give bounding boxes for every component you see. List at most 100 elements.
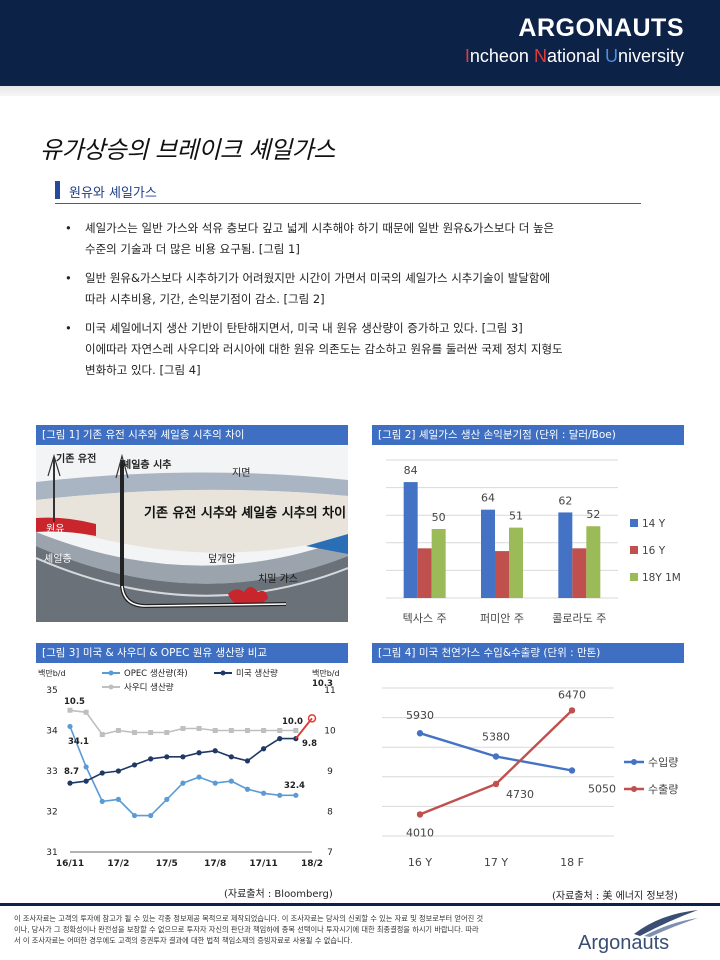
point-marker xyxy=(115,768,121,774)
figure-2-title: [그림 2] 셰일가스 생산 손익분기점 (단위 : 달러/Boe) xyxy=(372,425,684,445)
bar xyxy=(586,526,601,598)
legend-marker xyxy=(108,684,114,690)
bar xyxy=(431,529,446,598)
point-marker xyxy=(67,707,73,713)
bullet-item: 미국 셰일에너지 생산 기반이 탄탄해지면서, 미국 내 원유 생산량이 증가하… xyxy=(63,318,653,381)
value-annotation: 10.0 xyxy=(282,717,303,727)
value-annotation: 9.8 xyxy=(302,739,317,749)
university-name: Incheon National University xyxy=(464,46,684,66)
bullet-line: 변화하고 있다. [그림 4] xyxy=(85,363,201,377)
legend-swatch xyxy=(630,573,638,581)
point-marker xyxy=(492,780,500,788)
data-label: 84 xyxy=(404,464,418,477)
figure-1-illustration: 기존 유전 셰일층 시추 지면 기존 유전 시추와 셰일층 시추의 차이 원유 … xyxy=(36,446,348,622)
category-label: 퍼미안 주 xyxy=(480,612,524,625)
bar xyxy=(403,482,418,598)
right-tick-label: 8 xyxy=(327,808,333,818)
point-marker xyxy=(212,780,218,786)
point-marker xyxy=(180,754,186,760)
value-annotation: 32.4 xyxy=(284,781,305,791)
bar xyxy=(495,551,509,598)
right-axis-unit: 백만b/d xyxy=(312,668,340,678)
point-marker xyxy=(131,812,138,819)
point-marker xyxy=(164,796,170,802)
legend-label: 18Y 1M xyxy=(642,572,681,584)
point-marker xyxy=(83,764,89,770)
value-annotation: 10.3 xyxy=(312,679,333,689)
point-marker xyxy=(164,754,170,760)
x-tick-label: 17/11 xyxy=(249,859,277,869)
x-tick-label: 17/2 xyxy=(107,859,129,869)
data-label: 4730 xyxy=(506,788,534,801)
point-marker xyxy=(132,730,138,736)
figure-1-title: [그림 1] 기존 유전 시추와 셰일층 시추의 차이 xyxy=(36,425,348,445)
series-line xyxy=(69,717,313,784)
point-marker xyxy=(277,728,283,733)
point-marker xyxy=(83,778,89,784)
left-tick-label: 35 xyxy=(46,686,57,696)
value-annotation: 8.7 xyxy=(64,767,79,777)
point-marker xyxy=(115,728,121,733)
value-annotation: 34.1 xyxy=(68,737,89,747)
data-label: 52 xyxy=(586,508,600,521)
legend-marker xyxy=(631,786,637,792)
point-marker xyxy=(212,748,218,754)
tight-gas-pocket xyxy=(228,587,268,605)
footer-divider xyxy=(0,903,720,906)
point-marker xyxy=(416,811,424,818)
footer-logo: Argonauts xyxy=(578,932,670,954)
point-marker xyxy=(261,790,267,796)
section-heading: 원유와 셰일가스 xyxy=(55,178,641,204)
bar xyxy=(558,512,573,598)
label-conventional-well: 기존 유전 xyxy=(56,454,97,465)
disclaimer: 이 조사자료는 고객의 투자에 참고가 될 수 있는 각종 정보제공 목적으로 … xyxy=(14,913,574,946)
legend-label: 14 Y xyxy=(642,518,666,530)
ground-surface xyxy=(36,472,348,500)
page-title: 유가상승의 브레이크 셰일가스 xyxy=(40,136,335,164)
diagram-caption: 기존 유전 시추와 셰일층 시추의 차이 xyxy=(144,506,347,521)
x-tick-label: 18/2 xyxy=(301,859,323,869)
point-marker xyxy=(416,730,424,737)
left-tick-label: 33 xyxy=(46,767,57,777)
right-tick-label: 10 xyxy=(324,727,336,737)
point-marker xyxy=(99,732,105,738)
legend-label: 수입량 xyxy=(648,756,678,769)
left-tick-label: 32 xyxy=(46,808,57,818)
oil-layer xyxy=(36,517,96,536)
x-tick-label: 17/8 xyxy=(204,859,226,869)
point-marker xyxy=(277,736,283,742)
data-label: 5930 xyxy=(406,709,434,722)
data-label: 5050 xyxy=(588,782,616,795)
data-label: 5380 xyxy=(482,731,510,744)
category-label: 텍사스 주 xyxy=(403,612,447,625)
legend-swatch xyxy=(630,519,638,527)
point-marker xyxy=(228,754,234,760)
label-ground: 지면 xyxy=(232,468,251,479)
bar xyxy=(417,548,432,598)
point-marker xyxy=(261,746,267,752)
bar xyxy=(572,548,587,598)
brand-title: ARGONAUTS xyxy=(518,14,684,42)
bar xyxy=(509,527,523,598)
disclaimer-line: 이나, 당사가 그 정확성이나 완전성을 보장할 수 없으므로 투자자 자신의 … xyxy=(14,925,479,934)
right-tick-label: 11 xyxy=(324,686,335,696)
section-heading-text: 원유와 셰일가스 xyxy=(69,186,157,201)
bullet-item: 일반 원유&가스보다 시추하기가 어려웠지만 시간이 가면서 미국의 셰일가스 … xyxy=(63,268,653,310)
category-label: 18 F xyxy=(560,856,584,869)
point-marker xyxy=(83,709,89,715)
point-marker xyxy=(180,725,186,731)
disclaimer-line: 이 조사자료는 고객의 투자에 참고가 될 수 있는 각종 정보제공 목적으로 … xyxy=(14,914,484,923)
point-marker xyxy=(131,762,138,768)
point-marker xyxy=(492,753,500,760)
legend-label: 16 Y xyxy=(642,545,666,557)
bullet-line: 수준의 기술과 더 많은 비용 요구됨. [그림 1] xyxy=(85,242,300,256)
data-label: 6470 xyxy=(558,688,586,701)
point-marker xyxy=(228,778,234,784)
cap-rock xyxy=(36,532,348,584)
bullet-line: 따라 시추비용, 기간, 손익분기점이 감소. [그림 2] xyxy=(85,292,325,306)
data-label: 51 xyxy=(509,510,523,523)
category-label: 16 Y xyxy=(408,856,432,869)
point-marker xyxy=(180,780,186,786)
legend-label: 수출량 xyxy=(648,783,678,796)
point-marker xyxy=(196,774,202,780)
